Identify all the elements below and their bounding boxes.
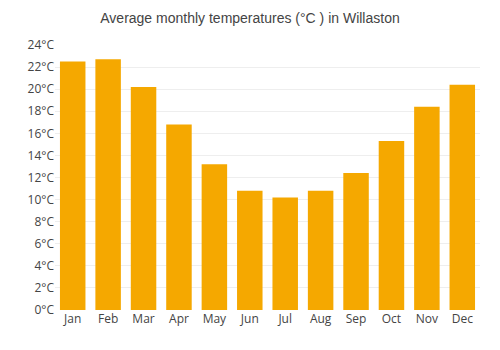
svg-text:Jul: Jul bbox=[277, 310, 292, 327]
svg-text:20°C: 20°C bbox=[28, 80, 55, 97]
svg-text:8°C: 8°C bbox=[34, 213, 54, 230]
svg-text:Jan: Jan bbox=[63, 310, 81, 327]
svg-text:Nov: Nov bbox=[416, 310, 438, 327]
svg-text:4°C: 4°C bbox=[34, 257, 54, 274]
svg-text:Dec: Dec bbox=[452, 310, 473, 327]
svg-text:6°C: 6°C bbox=[34, 235, 54, 252]
svg-text:24°C: 24°C bbox=[28, 36, 55, 53]
svg-text:10°C: 10°C bbox=[28, 191, 55, 208]
svg-text:Feb: Feb bbox=[98, 310, 118, 327]
svg-text:14°C: 14°C bbox=[28, 147, 55, 164]
svg-text:2°C: 2°C bbox=[34, 279, 54, 296]
svg-text:Mar: Mar bbox=[132, 310, 154, 327]
svg-text:May: May bbox=[203, 310, 227, 327]
svg-text:Aug: Aug bbox=[310, 310, 332, 327]
svg-text:Average monthly temperatures (: Average monthly temperatures (°C ) in Wi… bbox=[100, 10, 399, 26]
svg-text:16°C: 16°C bbox=[28, 125, 55, 142]
svg-text:Oct: Oct bbox=[382, 310, 401, 327]
svg-text:22°C: 22°C bbox=[28, 58, 55, 75]
svg-text:Sep: Sep bbox=[346, 310, 367, 327]
svg-text:Jun: Jun bbox=[240, 310, 259, 327]
svg-text:Apr: Apr bbox=[169, 310, 189, 327]
svg-text:12°C: 12°C bbox=[28, 169, 55, 186]
svg-text:18°C: 18°C bbox=[28, 102, 55, 119]
svg-text:0°C: 0°C bbox=[34, 301, 54, 318]
